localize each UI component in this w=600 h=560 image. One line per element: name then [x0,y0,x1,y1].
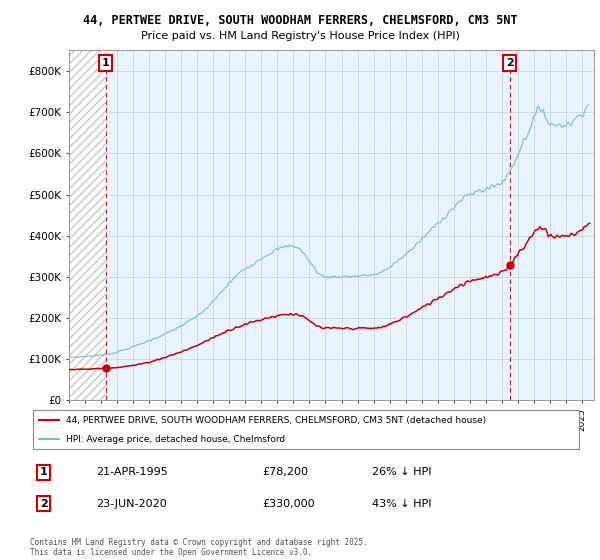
Text: £330,000: £330,000 [262,499,314,508]
Text: 2: 2 [506,58,514,68]
FancyBboxPatch shape [33,410,579,449]
Text: HPI: Average price, detached house, Chelmsford: HPI: Average price, detached house, Chel… [66,435,285,444]
Text: 2: 2 [40,499,47,508]
Text: 44, PERTWEE DRIVE, SOUTH WOODHAM FERRERS, CHELMSFORD, CM3 5NT (detached house): 44, PERTWEE DRIVE, SOUTH WOODHAM FERRERS… [66,416,486,424]
Text: £78,200: £78,200 [262,468,308,478]
Text: 44, PERTWEE DRIVE, SOUTH WOODHAM FERRERS, CHELMSFORD, CM3 5NT: 44, PERTWEE DRIVE, SOUTH WOODHAM FERRERS… [83,14,517,27]
Text: 23-JUN-2020: 23-JUN-2020 [96,499,167,508]
Text: 1: 1 [102,58,110,68]
Text: 1: 1 [40,468,47,478]
Text: 26% ↓ HPI: 26% ↓ HPI [372,468,432,478]
Text: Contains HM Land Registry data © Crown copyright and database right 2025.
This d: Contains HM Land Registry data © Crown c… [30,538,368,557]
Text: 21-APR-1995: 21-APR-1995 [96,468,168,478]
Bar [69,50,106,400]
Text: Price paid vs. HM Land Registry's House Price Index (HPI): Price paid vs. HM Land Registry's House … [140,31,460,41]
Text: 43% ↓ HPI: 43% ↓ HPI [372,499,432,508]
